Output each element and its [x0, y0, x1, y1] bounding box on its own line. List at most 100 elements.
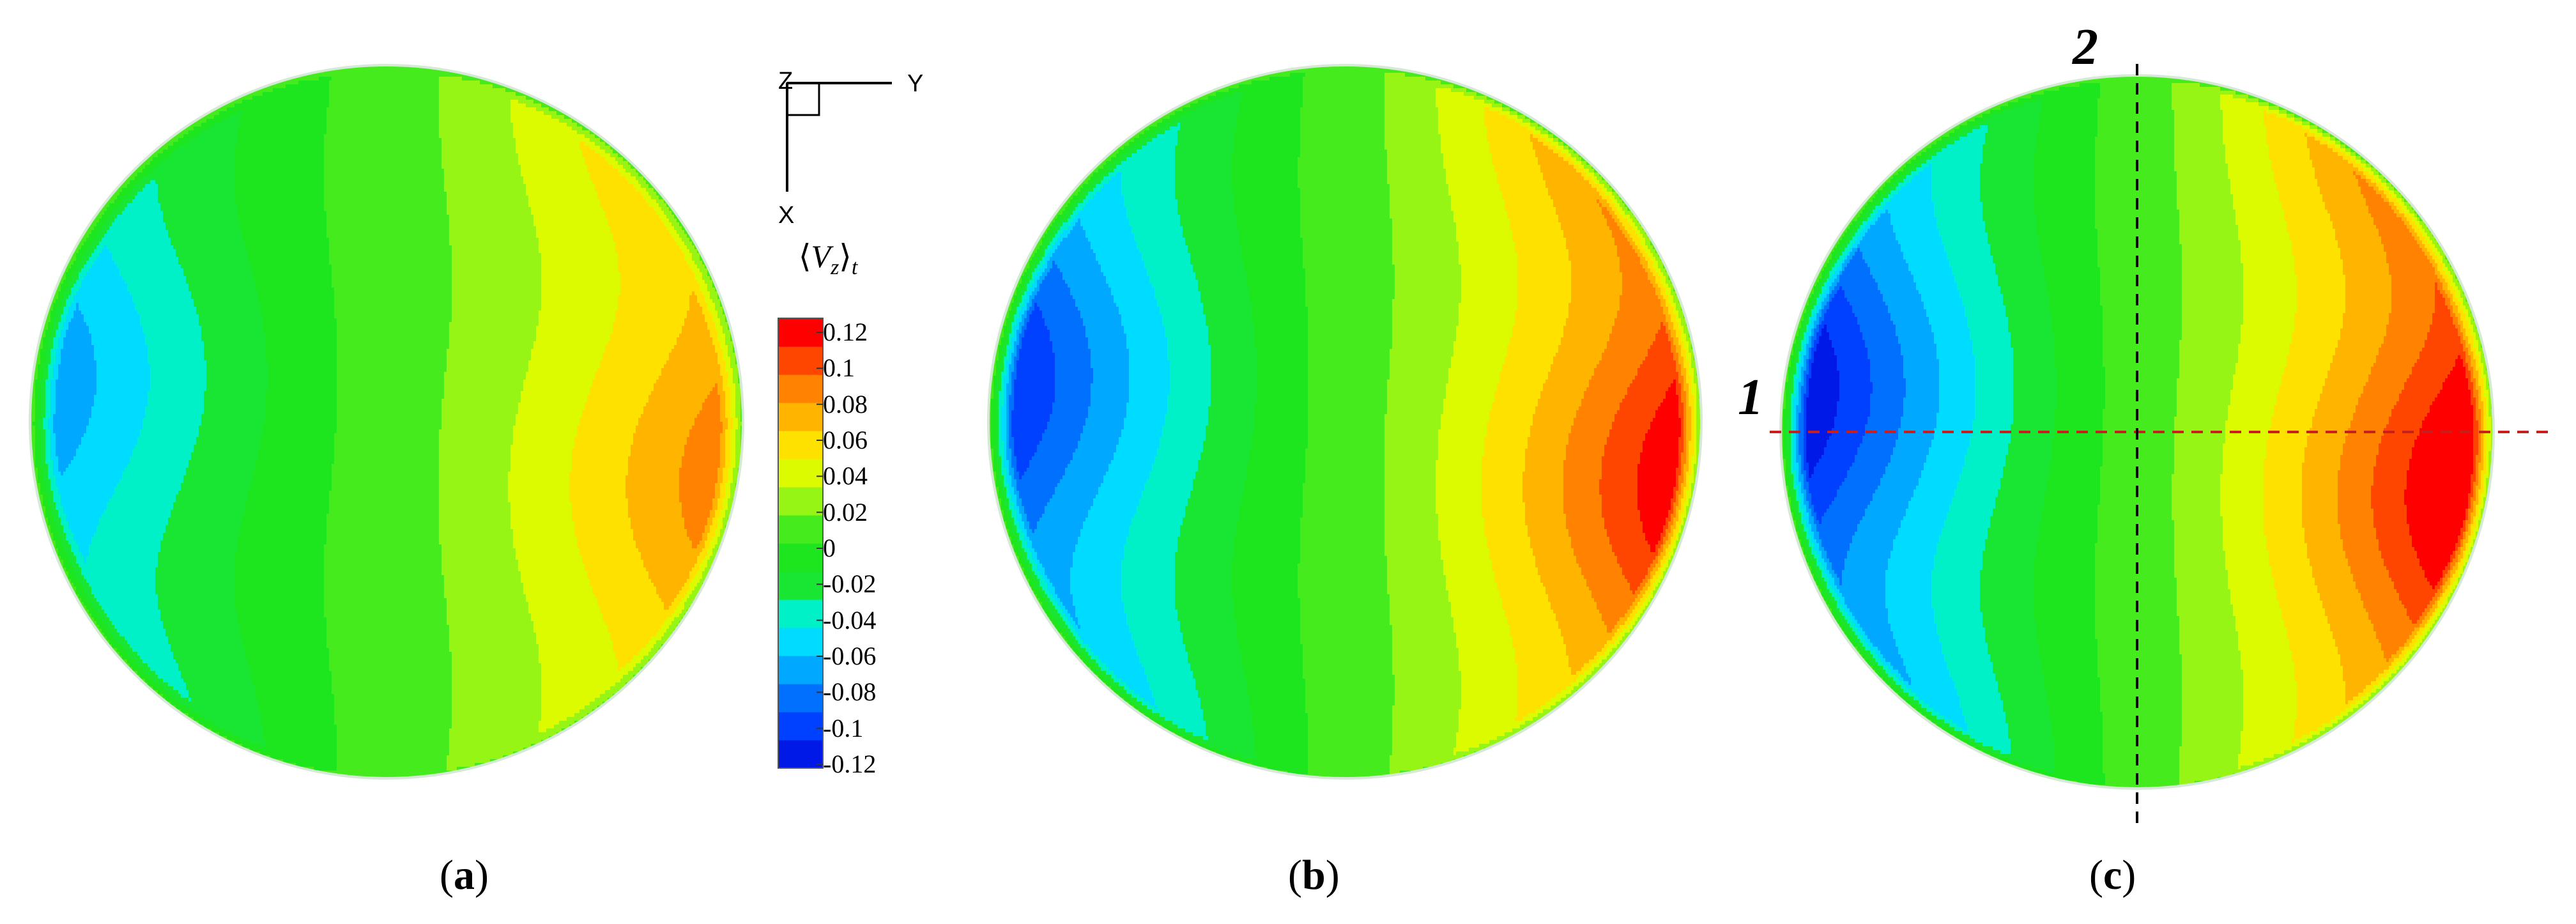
contour-band-segment — [988, 77, 1270, 81]
contour-band-segment — [326, 621, 447, 626]
contour-band-segment — [1305, 295, 1395, 300]
contour-band-segment — [725, 464, 731, 468]
contour-band-segment — [332, 479, 440, 484]
contour-band-segment — [234, 165, 325, 169]
contour-band-segment — [84, 556, 87, 560]
contour-band-segment — [1011, 452, 1015, 457]
contour-band-segment — [1553, 360, 1600, 365]
contour-band-segment — [1101, 483, 1145, 488]
contour-band-segment — [1052, 222, 1058, 227]
contour-band-segment — [145, 406, 204, 411]
contour-band-segment — [444, 583, 524, 587]
contour-band-segment — [1047, 245, 1053, 250]
contour-band-segment — [1208, 414, 1255, 419]
contour-band-segment — [533, 219, 608, 223]
contour-band-segment — [1119, 157, 1127, 162]
contour-band-segment — [452, 709, 542, 714]
contour-band-segment — [684, 449, 721, 453]
contour-band-segment — [1300, 150, 1388, 154]
contour-band-segment — [30, 774, 743, 778]
contour-band-segment — [1505, 207, 1556, 212]
contour-band-segment — [1683, 418, 1687, 422]
contour-band-segment — [1108, 464, 1153, 468]
contour-band-segment — [679, 495, 716, 499]
contour-band-segment — [1589, 383, 1630, 388]
contour-band-segment — [201, 330, 263, 334]
contour-band-segment — [337, 725, 452, 729]
contour-band-segment — [1443, 157, 1492, 162]
contour-band-segment — [45, 483, 51, 488]
contour-band-segment — [539, 652, 616, 656]
contour-band-segment — [993, 391, 997, 396]
contour-band-segment — [86, 322, 141, 327]
contour-band-segment — [636, 544, 693, 549]
contour-band-segment — [94, 353, 148, 357]
contour-band-segment — [245, 502, 330, 507]
contour-band-segment — [1249, 299, 1306, 304]
contour-band-segment — [1308, 364, 1390, 369]
contour-band-segment — [1080, 437, 1119, 442]
contour-band-segment — [30, 709, 181, 714]
contour-band-segment — [449, 242, 539, 246]
contour-band-segment — [1668, 276, 1701, 281]
contour-band-segment — [449, 230, 537, 235]
contour-band-segment — [91, 341, 146, 346]
contour-band-segment — [53, 537, 61, 541]
contour-band-segment — [50, 510, 59, 514]
contour-band-segment — [234, 173, 325, 177]
contour-band-segment — [723, 498, 728, 503]
contour-band-segment — [1622, 272, 1648, 277]
contour-band-segment — [234, 157, 325, 162]
contour-band-segment — [1653, 265, 1659, 269]
contour-band-segment — [1689, 403, 1694, 407]
contour-band-segment — [1254, 322, 1308, 327]
contour-band-segment — [441, 552, 516, 557]
contour-band-segment — [1014, 334, 1017, 338]
contour-band-segment — [337, 767, 447, 771]
contour-band-segment — [1088, 238, 1135, 242]
contour-band-segment — [988, 410, 992, 415]
contour-band-segment — [257, 705, 335, 710]
contour-band-segment — [107, 230, 169, 235]
contour-band-segment — [263, 433, 335, 438]
contour-band-segment — [206, 387, 268, 392]
contour-band-segment — [1507, 215, 1559, 219]
contour-band-segment — [1673, 311, 1679, 315]
contour-band-segment — [1607, 437, 1646, 442]
contour-band-segment — [648, 575, 690, 580]
contour-band-segment — [1533, 130, 1541, 135]
contour-band-segment — [1395, 291, 1462, 296]
contour-band-segment — [30, 153, 158, 158]
contour-band-segment — [58, 368, 97, 373]
contour-band-segment — [1696, 437, 1701, 442]
contour-band-segment — [988, 222, 1053, 227]
contour-band-segment — [109, 249, 176, 254]
contour-band-segment — [1671, 288, 1674, 292]
contour-band-segment — [592, 590, 657, 595]
contour-band-segment — [679, 472, 718, 476]
contour-band-segment — [1453, 215, 1508, 219]
contour-band-segment — [117, 483, 181, 488]
contour-band-segment — [1114, 295, 1155, 300]
contour-band-segment — [991, 437, 997, 442]
contour-band-segment — [1246, 284, 1306, 288]
contour-band-segment — [217, 725, 263, 729]
contour-band-segment — [1167, 410, 1209, 415]
contour-band-segment — [689, 238, 743, 242]
contour-band-segment — [337, 740, 450, 744]
contour-band-segment — [1678, 414, 1684, 419]
contour-band-segment — [521, 571, 588, 576]
contour-band-segment — [1014, 326, 1020, 330]
contour-band-segment — [257, 698, 335, 702]
contour-band-segment — [66, 303, 72, 307]
contour-band-segment — [168, 230, 243, 235]
contour-band-segment — [441, 399, 521, 403]
contour-band-segment — [1022, 299, 1025, 304]
contour-band-segment — [1650, 426, 1682, 430]
contour-band-segment — [733, 506, 743, 511]
contour-band-segment — [260, 713, 335, 718]
contour-band-segment — [1298, 184, 1390, 189]
contour-band-segment — [1645, 437, 1679, 442]
contour-band-segment — [720, 464, 726, 468]
contour-band-segment — [452, 725, 539, 729]
